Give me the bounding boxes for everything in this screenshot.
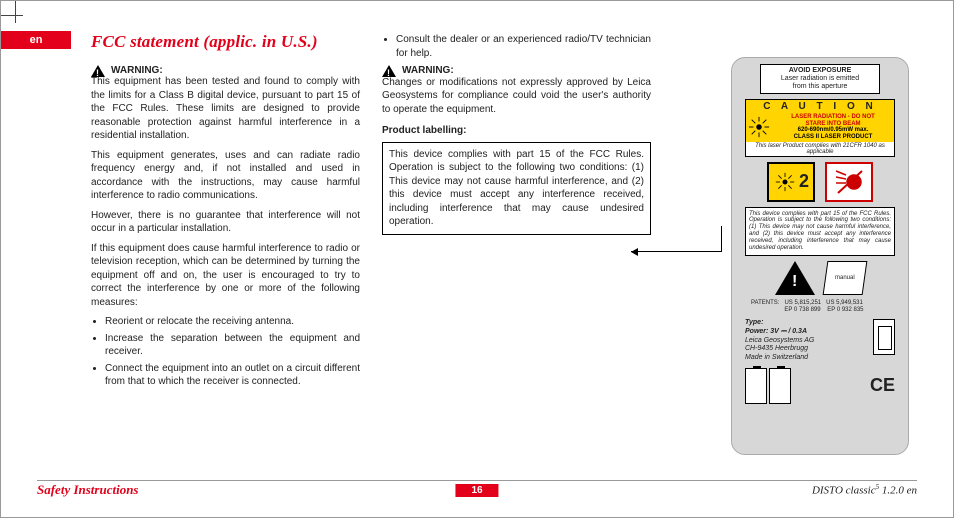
ce-mark-icon: CE [870, 375, 895, 396]
avoid-l1: AVOID EXPOSURE [763, 67, 877, 75]
footer-section: Safety Instructions [37, 482, 139, 498]
addr-l1: Leica Geosystems AG [745, 337, 845, 346]
footer-page-number: 16 [455, 484, 498, 497]
read-manual-icon: manual [823, 261, 868, 295]
para-2: This equipment generates, uses and can r… [91, 149, 360, 203]
device-outline-icon [873, 319, 895, 355]
list-item: Connect the equipment into an outlet on … [105, 362, 360, 389]
addr-l2: CH-9435 Heerbrugg [745, 345, 845, 354]
warning-triangle-icon [91, 65, 105, 77]
labelling-box: This device complies with part 15 of the… [382, 142, 651, 235]
warn-manual-row: manual [738, 261, 902, 295]
para-4: If this equipment does cause harmful int… [91, 242, 360, 310]
caution-header: C A U T I O N [746, 100, 894, 113]
measures-list-1: Reorient or relocate the receiving anten… [105, 315, 360, 389]
callout-arrow-v [721, 226, 722, 252]
caution-text: LASER RADIATION - DO NOT STARE INTO BEAM… [772, 113, 894, 141]
product-label-plate: AVOID EXPOSURE Laser radiation is emitte… [731, 57, 909, 455]
footer-product: DISTO classic5 1.2.0 en [812, 483, 917, 497]
warning-triangle-large-icon [775, 261, 815, 295]
list-item: Reorient or relocate the receiving anten… [105, 315, 360, 329]
type-line2: Power: 3V ⎓ / 0.3A [745, 328, 845, 337]
warning-triangle-icon [382, 65, 396, 77]
crop-mark-h [1, 15, 23, 16]
measures-list-2: Consult the dealer or an experienced rad… [396, 33, 651, 60]
list-item: Increase the separation between the equi… [105, 332, 360, 359]
type-row: Type: Power: 3V ⎓ / 0.3A Leica Geosystem… [745, 319, 895, 363]
laser-starburst-icon [775, 172, 795, 192]
battery-icon [769, 368, 791, 404]
column-1: FCC statement (applic. in U.S.) WARNING:… [91, 31, 360, 471]
para-5: Changes or modifications not expressly a… [382, 76, 651, 117]
page-footer: Safety Instructions 16 DISTO classic5 1.… [37, 481, 917, 499]
callout-arrow [631, 251, 721, 252]
warning-label: WARNING: [402, 65, 454, 76]
crop-mark-v [15, 1, 16, 23]
fcc-part15-label: This device complies with part 15 of the… [745, 207, 895, 256]
class2-row: 2 [738, 162, 902, 202]
type-line1: Type: [745, 319, 845, 328]
column-2: Consult the dealer or an experienced rad… [382, 31, 651, 471]
no-stare-icon [834, 169, 864, 195]
no-stare-label [825, 162, 873, 202]
caution-body: LASER RADIATION - DO NOT STARE INTO BEAM… [746, 113, 894, 141]
battery-icon [745, 368, 767, 404]
list-item: Consult the dealer or an experienced rad… [396, 33, 651, 60]
product-labelling-heading: Product labelling: [382, 124, 651, 138]
text-columns: FCC statement (applic. in U.S.) WARNING:… [91, 31, 651, 471]
class2-yellow-label: 2 [767, 162, 815, 202]
plate-bottom-row: CE [745, 368, 895, 404]
para-3: However, there is no guarantee that inte… [91, 209, 360, 236]
avoid-exposure-label: AVOID EXPOSURE Laser radiation is emitte… [760, 64, 880, 94]
avoid-l3: from this aperture [763, 83, 877, 91]
page-title: FCC statement (applic. in U.S.) [91, 31, 360, 54]
battery-icons [745, 368, 791, 404]
class2-number: 2 [799, 171, 809, 192]
manual-page: en FCC statement (applic. in U.S.) WARNI… [0, 0, 954, 518]
addr-l3: Made in Switzerland [745, 354, 845, 363]
caution-label: C A U T I O N LASER RADIATION - DO NOT S… [745, 99, 895, 156]
language-tab: en [1, 31, 71, 49]
patents-text: PATENTS: US 5,815,251 US 5,949,531 EP 0 … [745, 300, 895, 314]
laser-starburst-icon [748, 116, 770, 138]
warning-label: WARNING: [111, 65, 163, 76]
caution-subtext: This laser Product complies with 21CFR 1… [746, 142, 894, 156]
avoid-l2: Laser radiation is emitted [763, 75, 877, 83]
para-1: This equipment has been tested and found… [91, 75, 360, 143]
